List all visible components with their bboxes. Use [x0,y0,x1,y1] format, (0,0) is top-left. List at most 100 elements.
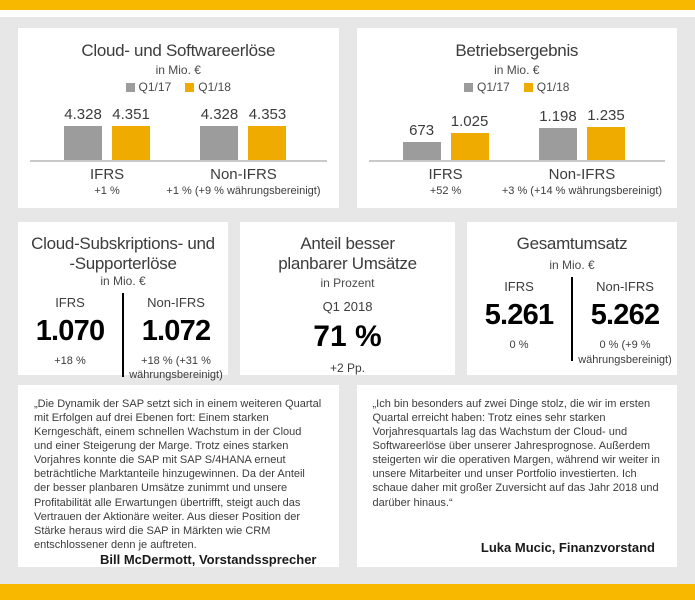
bar-column: 1.198 [538,108,577,160]
legend-swatch-gold-icon [185,82,195,92]
group-footer-ifrs: IFRS +1 % [90,164,124,197]
kpi-title-line1: Cloud-Subskriptions- und [31,234,215,253]
legend-swatch-gold-icon [523,82,533,92]
kpi-title-line1: Anteil besser [300,234,395,253]
kpi-subtitle: in Prozent [320,276,375,290]
chart-footer: IFRS +52 % Non-IFRS +3 % (+14 % währungs… [369,164,666,204]
x-axis-line [30,160,327,162]
legend-swatch-gray-icon [125,82,135,92]
kpi-value: 5.262 [590,299,660,332]
chart-legend: Q1/17 Q1/18 [18,80,339,94]
bar-group-ifrs: 4.328 4.351 [64,106,151,160]
bottom-accent-bar [0,584,695,600]
bar-value-label: 4.328 [200,106,239,123]
kpi-column-header: Non-IFRS [147,295,205,311]
bar-group-non-ifrs: 4.328 4.353 [200,106,287,160]
bar-column: 1.025 [450,113,489,160]
legend-item-q117: Q1/17 [464,80,510,94]
kpi-value: 71 % [313,320,382,353]
group-name: Non-IFRS [210,166,277,183]
legend-label: Q1/17 [477,80,510,94]
kpi-column-non-ifrs: Non-IFRS 1.072 +18 % (+31 % währungsbere… [124,293,228,383]
bar-column: 4.353 [248,106,287,160]
column-divider [122,293,124,377]
kpi-row: Cloud-Subskriptions- und -Supporterlöse … [18,222,677,381]
bar-value-label: 4.328 [64,106,102,123]
quote-text: „Ich bin besonders auf zwei Dinge stolz,… [372,398,660,509]
quote-attribution: Luka Mucic, Finanzvorstand [480,540,655,555]
chart-legend: Q1/17 Q1/18 [357,80,678,94]
kpi-columns: IFRS 5.261 0 % Non-IFRS 5.262 0 % (+9 % … [467,277,677,375]
group-footer-ifrs: IFRS +52 % [428,164,462,197]
group-delta: +1 % [94,185,120,197]
kpi-column-header: IFRS [55,295,85,311]
top-white-strip [0,10,695,17]
kpi-title: Gesamtumsatz [467,234,677,258]
legend-item-q117: Q1/17 [125,80,172,94]
bar-column: 673 [402,122,441,160]
legend-item-q118: Q1/18 [523,80,570,94]
kpi-delta: +18 % (+31 % währungsbereinigt) [129,355,223,382]
bar-q117 [200,126,239,160]
bar-q118 [248,126,287,160]
group-name: IFRS [428,166,463,183]
kpi-column-header: Non-IFRS [596,279,654,295]
bar-q118 [586,127,625,160]
quotes-row: „Die Dynamik der SAP setzt sich in einem… [18,385,677,567]
bar-column: 4.351 [112,106,151,160]
quote-panel-mucic: „Ich bin besonders auf zwei Dinge stolz,… [356,385,677,567]
kpi-column-ifrs: IFRS 1.070 +18 % [18,293,122,383]
kpi-column-ifrs: IFRS 5.261 0 % [467,277,571,367]
chart-panel-cloud-software: Cloud- und Softwareerlöse in Mio. € Q1/1… [18,28,339,208]
bar-q117 [402,142,441,160]
kpi-title: Cloud-Subskriptions- und -Supporterlöse [18,234,228,274]
bar-q117 [538,128,577,160]
kpi-title: Anteil besser planbarer Umsätze [240,234,455,276]
kpi-delta: +18 % [54,355,86,368]
group-delta: +1 % (+9 % währungsbereinigt) [166,185,321,197]
chart-subtitle: in Mio. € [155,63,201,77]
bar-value-label: 1.198 [539,108,577,125]
kpi-columns: IFRS 1.070 +18 % Non-IFRS 1.072 +18 % (+… [18,293,228,391]
kpi-panel-cloud-subskriptions: Cloud-Subskriptions- und -Supporterlöse … [18,222,228,381]
x-axis-line [368,160,665,162]
bar-value-label: 1.025 [450,113,489,130]
kpi-period: Q1 2018 [322,299,373,314]
legend-label: Q1/18 [198,80,231,94]
quote-panel-mcdermott: „Die Dynamik der SAP setzt sich in einem… [18,385,339,567]
kpi-subtitle: in Mio. € [100,274,146,289]
bar-value-label: 4.351 [112,106,150,123]
legend-item-q118: Q1/18 [185,80,231,94]
kpi-panel-anteil-planbarer-umsaetze: Anteil besser planbarer Umsätze in Proze… [240,222,455,375]
group-delta: +3 % (+14 % währungsbereinigt) [501,185,663,197]
bar-q118 [450,133,489,160]
chart-subtitle: in Mio. € [494,63,540,77]
charts-row: Cloud- und Softwareerlöse in Mio. € Q1/1… [18,28,677,208]
kpi-delta: 0 % (+9 % währungsbereinigt) [578,339,672,366]
bar-column: 1.235 [586,107,625,160]
bar-column: 4.328 [200,106,239,160]
kpi-title-line2: planbarer Umsätze [278,254,417,274]
group-name: Non-IFRS [548,166,616,183]
chart-plot-area: 4.328 4.351 4.328 4.353 [30,104,327,162]
kpi-title-line2: -Supporterlöse [69,254,177,274]
bar-q117 [64,126,103,160]
kpi-panel-gesamtumsatz: Gesamtumsatz in Mio. € IFRS 5.261 0 % No… [467,222,677,375]
bar-value-label: 673 [409,122,435,139]
chart-title: Cloud- und Softwareerlöse [81,41,276,60]
kpi-subtitle: in Mio. € [549,258,595,273]
kpi-column-non-ifrs: Non-IFRS 5.262 0 % (+9 % währungsbereini… [573,277,677,367]
legend-swatch-gray-icon [464,82,474,92]
legend-label: Q1/17 [138,80,172,94]
bar-q118 [112,126,151,160]
chart-footer: IFRS +1 % Non-IFRS +1 % (+9 % währungsbe… [30,164,327,204]
chart-panel-betriebsergebnis: Betriebsergebnis in Mio. € Q1/17 Q1/18 6… [356,28,678,208]
kpi-column-header: IFRS [504,279,534,295]
quote-attribution: Bill McDermott, Vorstandssprecher [100,551,317,567]
legend-label: Q1/18 [536,80,570,94]
kpi-value: 5.261 [484,299,554,332]
group-name: IFRS [89,166,125,183]
chart-title: Betriebsergebnis [455,41,579,60]
column-divider [571,277,573,361]
